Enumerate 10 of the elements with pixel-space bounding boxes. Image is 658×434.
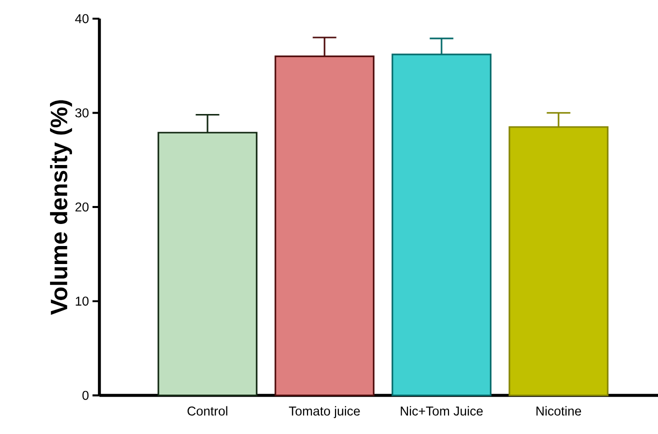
y-tick-label: 0 bbox=[82, 390, 89, 400]
y-tick-label: 10 bbox=[76, 296, 89, 306]
y-tick-label: 30 bbox=[75, 108, 89, 118]
y-tick-label: 40 bbox=[75, 14, 89, 24]
y-tick-label: 20 bbox=[75, 202, 89, 212]
x-tick-label: Tomato juice bbox=[288, 406, 360, 418]
x-tick-label: Nicotine bbox=[536, 406, 582, 416]
x-tick-label: Nic+Tom Juice bbox=[400, 406, 483, 416]
y-axis-title: Volume density (%) bbox=[50, 100, 72, 315]
x-tick-label: Control bbox=[188, 406, 228, 416]
